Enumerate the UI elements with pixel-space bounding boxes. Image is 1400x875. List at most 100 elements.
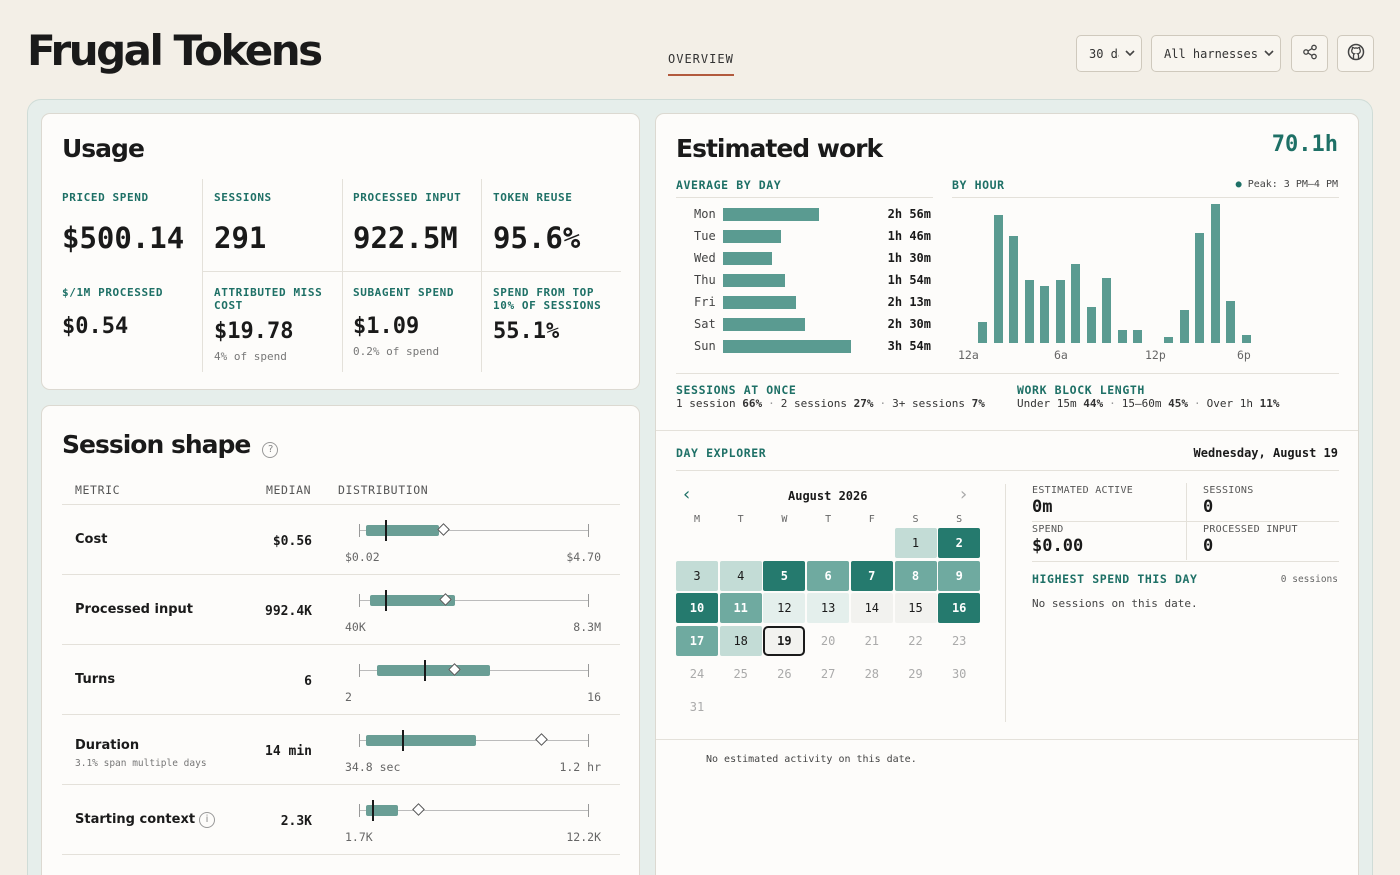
divider bbox=[1032, 561, 1339, 562]
harness-select[interactable]: All harnesses bbox=[1151, 35, 1281, 72]
divider bbox=[62, 574, 620, 575]
estimated-active-label: ESTIMATED ACTIVE bbox=[1032, 485, 1134, 496]
prev-month-button[interactable]: ‹ bbox=[683, 484, 691, 505]
day-bar bbox=[723, 252, 773, 265]
work-block-label: WORK BLOCK LENGTH bbox=[1017, 383, 1145, 397]
iqr-box bbox=[365, 735, 476, 746]
divider bbox=[1032, 521, 1339, 522]
hour-bar bbox=[1055, 280, 1065, 343]
selected-date: Wednesday, August 19 bbox=[1193, 446, 1339, 460]
metric-median: 2.3K bbox=[280, 814, 312, 829]
whisker-max bbox=[588, 734, 589, 747]
day-label: Fri bbox=[694, 295, 716, 309]
github-icon bbox=[1347, 43, 1365, 64]
estimated-active-value: 0m bbox=[1032, 497, 1053, 517]
calendar-day[interactable]: 9 bbox=[938, 560, 981, 591]
sessions_at_once-label: 1 session bbox=[676, 397, 736, 410]
col-metric: METRIC bbox=[75, 483, 121, 497]
calendar-day: 30 bbox=[951, 666, 967, 681]
calendar-day[interactable]: 2 bbox=[938, 528, 981, 558]
calendar-day[interactable]: 6 bbox=[807, 560, 850, 591]
calendar-day: 31 bbox=[689, 699, 705, 714]
work_block-label: 15–60m bbox=[1121, 397, 1162, 410]
day-value: 1h 30m bbox=[887, 251, 931, 265]
median-marker bbox=[385, 590, 388, 611]
day-bar bbox=[723, 296, 796, 309]
divider bbox=[656, 739, 1358, 740]
usage-metric-value: $500.14 bbox=[62, 221, 185, 255]
calendar-day[interactable]: 13 bbox=[807, 593, 850, 624]
usage-metric: SPEND FROM TOP 10% OF SESSIONS 55.1% bbox=[493, 286, 621, 344]
usage-metric: $/1M PROCESSED $0.54 bbox=[62, 286, 192, 339]
divider bbox=[481, 179, 482, 372]
calendar-day[interactable]: 12 bbox=[763, 593, 806, 624]
metric-name: Processed input bbox=[75, 602, 193, 617]
calendar-day[interactable]: 5 bbox=[763, 560, 806, 591]
divider bbox=[202, 179, 203, 372]
day-bar bbox=[723, 340, 851, 353]
github-button[interactable] bbox=[1337, 35, 1374, 72]
calendar-day[interactable]: 8 bbox=[894, 560, 937, 591]
processed-input-value: 0 bbox=[1203, 536, 1214, 556]
calendar-day: 23 bbox=[951, 634, 967, 649]
session-shape-title-text: Session shape bbox=[62, 430, 251, 459]
info-icon[interactable]: i bbox=[199, 812, 216, 828]
mean-marker bbox=[411, 803, 425, 816]
calendar-day[interactable]: 18 bbox=[719, 626, 762, 657]
no-activity-text: No estimated activity on this date. bbox=[706, 754, 917, 765]
divider bbox=[676, 470, 1339, 471]
share-button[interactable] bbox=[1291, 35, 1328, 72]
peak-label: ● Peak: 3 PM–4 PM bbox=[1236, 179, 1338, 190]
calendar-day[interactable]: 16 bbox=[938, 593, 981, 624]
usage-metric-label: SPEND FROM TOP 10% OF SESSIONS bbox=[493, 286, 602, 312]
calendar-day: 21 bbox=[864, 634, 880, 649]
day-value: 1h 54m bbox=[887, 273, 931, 287]
calendar-day[interactable]: 10 bbox=[676, 593, 718, 624]
range-select[interactable]: 30 days bbox=[1076, 35, 1142, 72]
metric-name: Duration bbox=[75, 738, 139, 753]
calendar-day[interactable]: 1 bbox=[894, 528, 937, 558]
divider bbox=[62, 854, 620, 855]
hour-tick-label: 6p bbox=[1237, 348, 1251, 362]
spend-label: SPEND bbox=[1032, 524, 1064, 535]
calendar-dow: S bbox=[956, 514, 963, 525]
hour-bar bbox=[1241, 334, 1251, 343]
calendar-day[interactable]: 3 bbox=[676, 560, 718, 591]
day-label: Thu bbox=[694, 273, 716, 287]
table-row: Cost $0.56 $0.02 $4.70 bbox=[42, 505, 641, 575]
whisker-min bbox=[359, 664, 360, 677]
day-bar bbox=[723, 318, 806, 331]
calendar-day[interactable]: 4 bbox=[719, 560, 762, 591]
hour-bar bbox=[1071, 263, 1080, 343]
col-median: MEDIAN bbox=[266, 483, 312, 497]
calendar-day: 29 bbox=[908, 666, 923, 681]
calendar-day[interactable]: 11 bbox=[719, 593, 762, 624]
next-month-button[interactable]: › bbox=[960, 484, 968, 505]
sessions_at_once-label: 2 sessions bbox=[780, 397, 847, 410]
calendar-day[interactable]: 17 bbox=[676, 626, 718, 657]
calendar-day[interactable]: 14 bbox=[850, 593, 893, 624]
calendar-day[interactable]: 15 bbox=[894, 593, 937, 624]
table-row: Turns 6 2 16 bbox=[42, 645, 641, 715]
metric-name-text: Starting context bbox=[75, 812, 196, 827]
dist-max-label: 8.3M bbox=[573, 620, 601, 634]
usage-metric: TOKEN REUSE 95.6% bbox=[493, 191, 621, 255]
dist-max-label: $4.70 bbox=[566, 550, 601, 564]
separator: · bbox=[1109, 397, 1116, 410]
usage-metric-value: 291 bbox=[214, 221, 267, 255]
divider bbox=[62, 644, 620, 645]
divider bbox=[202, 271, 621, 272]
help-icon[interactable]: ? bbox=[262, 442, 279, 458]
day-bar bbox=[723, 274, 786, 287]
usage-metric: PROCESSED INPUT 922.5M bbox=[353, 191, 483, 255]
iqr-box bbox=[377, 665, 490, 676]
day-label: Mon bbox=[694, 207, 716, 221]
calendar-day[interactable]: 19 bbox=[763, 626, 806, 657]
hour-bar bbox=[1024, 280, 1034, 343]
usage-metric: ATTRIBUTED MISS COST $19.78 4% of spend bbox=[214, 286, 344, 363]
tab-overview[interactable]: OVERVIEW bbox=[668, 52, 734, 76]
work-block-values: Under 15m 44% · 15–60m 45% · Over 1h 11% bbox=[1017, 397, 1279, 410]
calendar-dow: M bbox=[693, 514, 701, 525]
usage-metric-label: $/1M PROCESSED bbox=[62, 286, 164, 299]
calendar-day[interactable]: 7 bbox=[850, 560, 893, 591]
